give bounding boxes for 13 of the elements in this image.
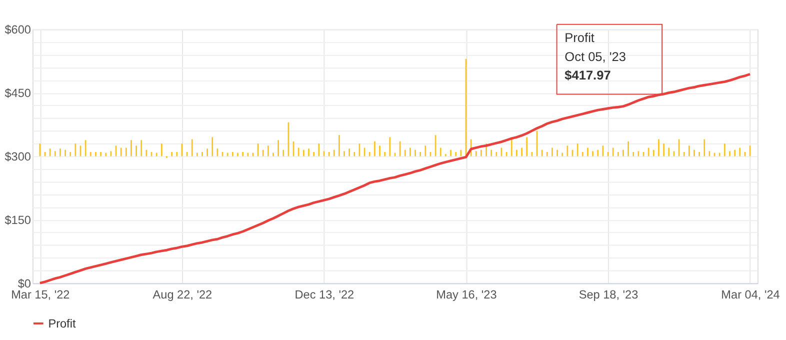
annotation: Profit bbox=[564, 30, 595, 46]
annotation: Oct 05, '23 bbox=[564, 48, 626, 64]
x-tick-label: Mar 04, '24 bbox=[721, 287, 780, 302]
x-tick-label: May 16, '23 bbox=[436, 287, 498, 302]
x-tick-label: Dec 13, '22 bbox=[294, 287, 354, 302]
y-tick-label: $300 bbox=[4, 150, 32, 164]
annotation: $417.97 bbox=[564, 67, 611, 82]
x-tick-label: Sep 18, '23 bbox=[578, 287, 639, 302]
y-tick-label: $150 bbox=[4, 213, 32, 228]
y-tick-label: $600 bbox=[4, 22, 32, 37]
legend-label: Profit bbox=[48, 316, 76, 330]
y-tick-label: $450 bbox=[4, 86, 32, 100]
x-tick-label: Aug 22, '22 bbox=[152, 287, 212, 302]
